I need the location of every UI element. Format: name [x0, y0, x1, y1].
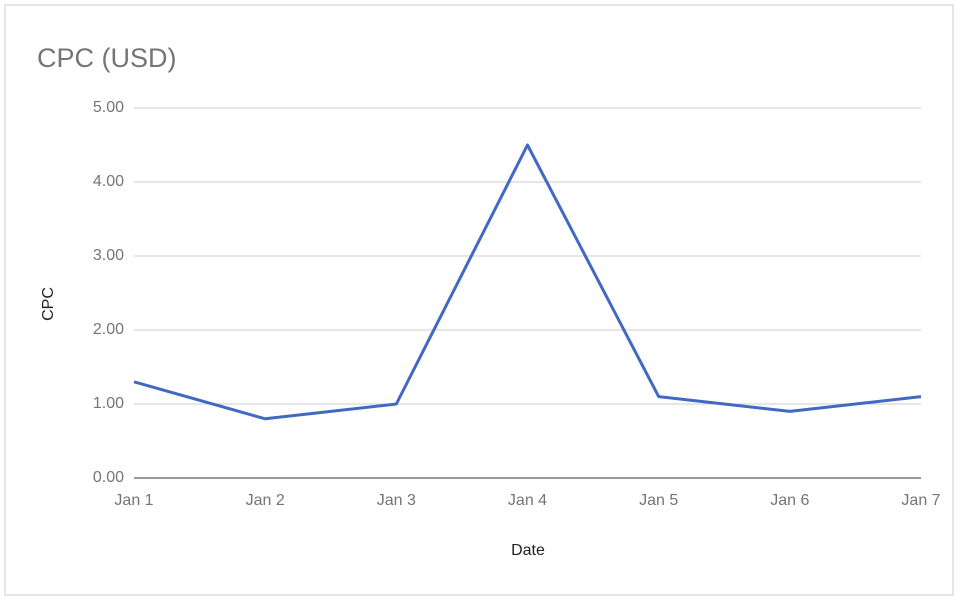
y-tick-label: 4.00 — [93, 173, 124, 190]
x-tick-label: Jan 1 — [114, 492, 153, 509]
x-tick-label: Jan 2 — [246, 492, 285, 509]
chart-title: CPC (USD) — [37, 43, 177, 73]
data-line — [133, 143, 922, 421]
y-tick-label: 5.00 — [93, 99, 124, 116]
y-axis-label: CPC — [40, 287, 57, 321]
x-tick-label: Jan 6 — [770, 492, 809, 509]
x-tick-label: Jan 7 — [901, 492, 940, 509]
x-tick-label: Jan 5 — [639, 492, 678, 509]
y-tick-label: 2.00 — [93, 321, 124, 338]
y-tick-label: 1.00 — [93, 395, 124, 412]
y-tick-label: 0.00 — [93, 469, 124, 486]
x-axis-label: Date — [511, 542, 545, 559]
x-tick-label: Jan 4 — [508, 492, 547, 509]
x-tick-label: Jan 3 — [377, 492, 416, 509]
card — [4, 4, 954, 596]
y-tick-label: 3.00 — [93, 247, 124, 264]
